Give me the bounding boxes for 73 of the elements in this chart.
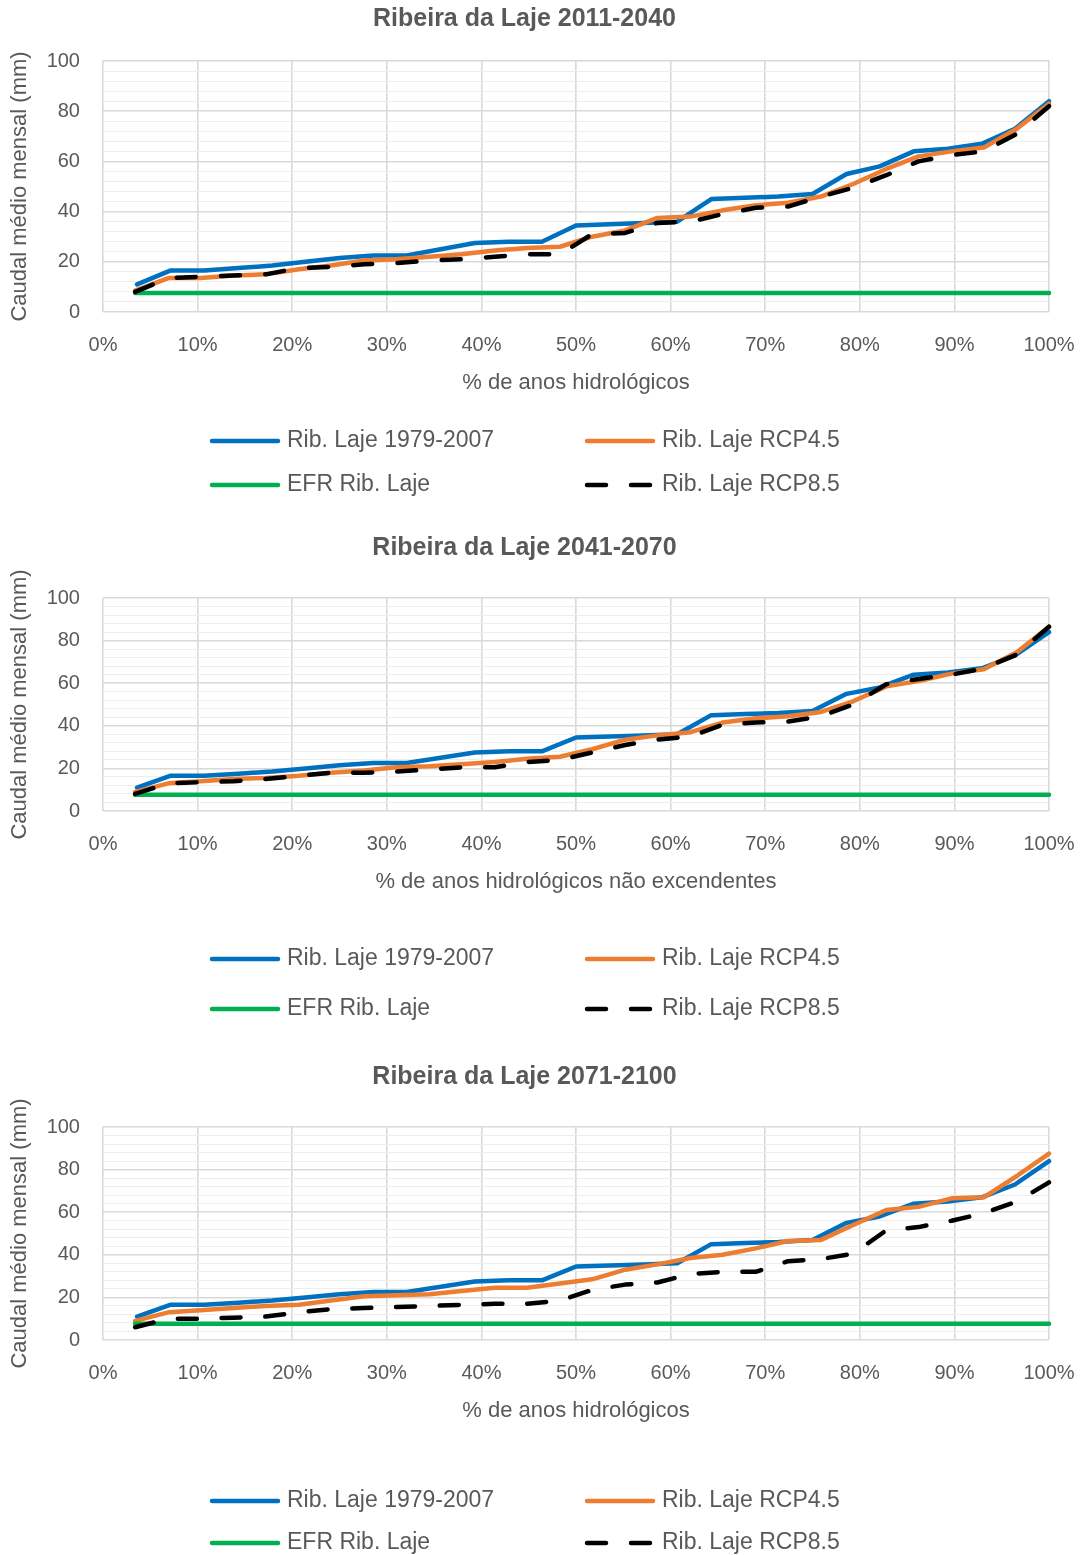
- x-tick-label: 70%: [745, 332, 786, 355]
- legend-label: Rib. Laje 1979-2007: [287, 426, 495, 453]
- line-series: [132, 1180, 1052, 1330]
- y-axis-title: Caudal médio mensal (mm): [6, 1098, 32, 1369]
- x-tick-label: 10%: [177, 831, 218, 854]
- x-tick-label: 80%: [839, 831, 881, 854]
- chart-title: Ribeira da Laje 2011-2040: [373, 2, 676, 31]
- x-tick-label: 70%: [745, 1360, 786, 1383]
- y-tick-label: 40: [57, 199, 80, 222]
- x-tick-label: 40%: [461, 332, 502, 355]
- x-tick-label: 0%: [88, 332, 118, 355]
- x-tick-label: 100%: [1023, 831, 1075, 854]
- x-tick-label: 100%: [1023, 1360, 1075, 1383]
- y-tick-label: 80: [57, 98, 80, 121]
- legend-label: Rib. Laje RCP4.5: [662, 426, 840, 453]
- y-tick-label: 0: [68, 299, 80, 322]
- x-tick-label: 50%: [555, 831, 597, 854]
- x-axis-title: % de anos hidrológicos: [462, 368, 690, 394]
- x-tick-label: 90%: [934, 831, 975, 854]
- x-tick-label: 40%: [461, 831, 502, 854]
- chart-title: Ribeira da Laje 2071-2100: [372, 1060, 677, 1089]
- legend-label: Rib. Laje RCP8.5: [662, 994, 840, 1021]
- legend-label: Rib. Laje 1979-2007: [287, 944, 495, 971]
- x-tick-label: 40%: [461, 1360, 502, 1383]
- y-axis-title: Caudal médio mensal (mm): [6, 51, 32, 322]
- x-tick-label: 20%: [272, 332, 313, 355]
- y-tick-label: 20: [57, 1284, 80, 1307]
- x-tick-label: 80%: [839, 332, 881, 355]
- x-tick-label: 0%: [88, 831, 118, 854]
- y-tick-label: 20: [57, 755, 80, 778]
- x-tick-label: 0%: [88, 1360, 118, 1383]
- x-tick-label: 30%: [366, 831, 408, 854]
- x-tick-label: 100%: [1023, 332, 1075, 355]
- legend-label: EFR Rib. Laje: [287, 1528, 431, 1555]
- x-tick-label: 50%: [555, 1360, 597, 1383]
- legend-label: EFR Rib. Laje: [287, 994, 431, 1021]
- x-tick-label: 80%: [839, 1360, 881, 1383]
- y-tick-label: 20: [57, 249, 80, 272]
- x-axis-title: % de anos hidrológicos: [462, 1396, 690, 1422]
- legend-label: Rib. Laje RCP8.5: [662, 470, 840, 497]
- y-tick-label: 60: [57, 670, 80, 693]
- x-tick-label: 70%: [745, 831, 786, 854]
- y-tick-label: 0: [68, 798, 80, 821]
- x-tick-label: 10%: [177, 1360, 218, 1383]
- y-tick-label: 100: [46, 48, 80, 71]
- x-tick-label: 60%: [650, 332, 691, 355]
- x-tick-label: 60%: [650, 1360, 691, 1383]
- y-tick-label: 40: [57, 1242, 80, 1265]
- y-tick-label: 80: [57, 1157, 80, 1180]
- legend-label: Rib. Laje RCP4.5: [662, 1486, 840, 1513]
- y-tick-label: 0: [68, 1327, 80, 1350]
- x-tick-label: 50%: [555, 332, 597, 355]
- legend-label: Rib. Laje RCP8.5: [662, 1528, 840, 1555]
- y-tick-label: 100: [46, 585, 80, 608]
- y-tick-label: 100: [46, 1114, 80, 1137]
- x-tick-label: 20%: [272, 831, 313, 854]
- x-tick-label: 30%: [366, 332, 408, 355]
- x-tick-label: 90%: [934, 1360, 975, 1383]
- chart-title: Ribeira da Laje 2041-2070: [372, 531, 677, 560]
- y-tick-label: 60: [57, 1199, 80, 1222]
- y-tick-label: 80: [57, 628, 80, 651]
- x-tick-label: 30%: [366, 1360, 408, 1383]
- y-tick-label: 60: [57, 148, 80, 171]
- x-tick-label: 60%: [650, 831, 691, 854]
- y-axis-title: Caudal médio mensal (mm): [6, 569, 32, 840]
- legend-label: EFR Rib. Laje: [287, 470, 431, 497]
- x-tick-label: 10%: [177, 332, 218, 355]
- x-tick-label: 20%: [272, 1360, 313, 1383]
- legend-label: Rib. Laje 1979-2007: [287, 1486, 495, 1513]
- x-axis-title: % de anos hidrológicos não excendentes: [375, 867, 777, 893]
- x-tick-label: 90%: [934, 332, 975, 355]
- y-tick-label: 40: [57, 713, 80, 736]
- legend-label: Rib. Laje RCP4.5: [662, 944, 840, 971]
